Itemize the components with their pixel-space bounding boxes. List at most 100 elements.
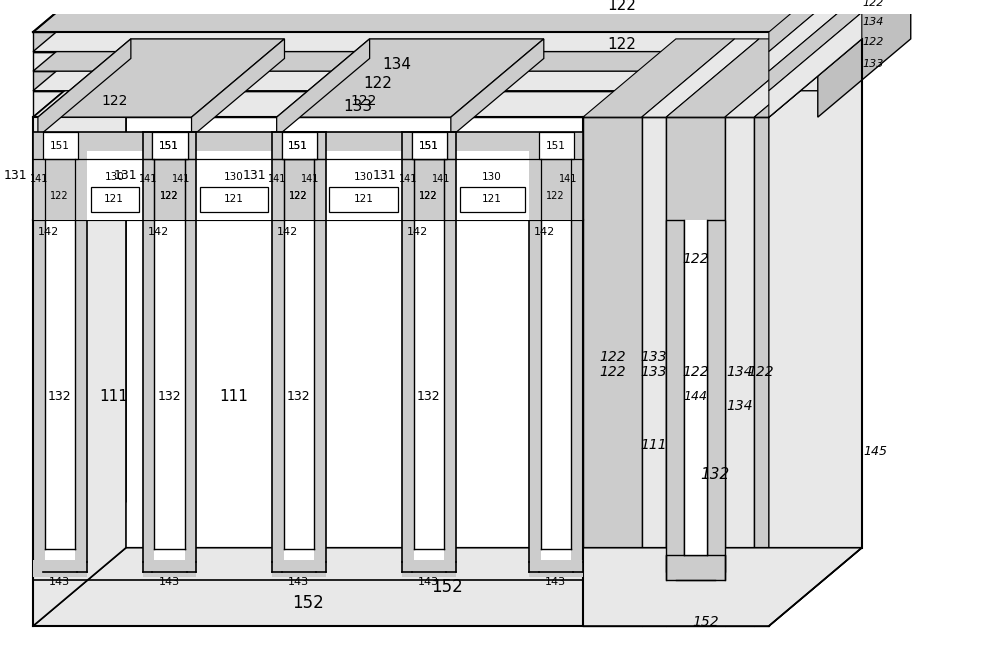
Text: 142: 142 <box>407 226 428 237</box>
Bar <box>154 151 185 220</box>
Text: 143: 143 <box>158 577 180 587</box>
Text: 132: 132 <box>48 390 71 403</box>
Polygon shape <box>33 0 911 71</box>
Text: 134: 134 <box>726 365 753 378</box>
Bar <box>541 220 571 560</box>
Text: 122: 122 <box>546 192 565 202</box>
Text: 122: 122 <box>101 93 127 108</box>
Bar <box>45 151 75 220</box>
Text: 134: 134 <box>383 57 412 72</box>
Bar <box>282 132 317 159</box>
Bar <box>272 560 326 577</box>
Text: 134: 134 <box>726 399 753 413</box>
Text: 122: 122 <box>363 77 392 91</box>
Text: 141: 141 <box>301 174 320 184</box>
Bar <box>412 132 447 159</box>
Text: 142: 142 <box>147 226 169 237</box>
Bar <box>326 151 402 220</box>
Bar <box>143 132 326 220</box>
Text: 151: 151 <box>288 140 308 151</box>
Text: 122: 122 <box>289 192 307 202</box>
Text: 152: 152 <box>292 593 324 612</box>
Bar <box>33 32 818 52</box>
Bar <box>583 117 642 626</box>
Bar <box>282 132 317 159</box>
Text: 122: 122 <box>351 93 377 108</box>
Text: 133: 133 <box>640 350 667 364</box>
Text: 143: 143 <box>545 577 566 587</box>
Bar <box>33 91 818 117</box>
Text: 151: 151 <box>159 140 179 151</box>
Bar <box>143 220 196 572</box>
Bar <box>33 52 818 71</box>
Bar <box>284 151 314 220</box>
Bar <box>684 220 707 554</box>
Polygon shape <box>33 13 911 91</box>
Text: 151: 151 <box>546 140 565 151</box>
Bar <box>725 117 754 626</box>
Text: 141: 141 <box>559 174 577 184</box>
Text: 122: 122 <box>608 37 637 52</box>
Bar <box>402 560 456 577</box>
Text: 122: 122 <box>682 252 709 266</box>
Bar <box>666 220 684 572</box>
Text: 152: 152 <box>431 578 463 596</box>
Bar <box>529 560 583 577</box>
Bar <box>402 132 583 220</box>
Text: 122: 122 <box>608 0 637 13</box>
Bar <box>460 187 525 212</box>
Text: 121: 121 <box>482 194 502 204</box>
Text: 143: 143 <box>288 577 309 587</box>
Text: 130: 130 <box>224 172 243 182</box>
Polygon shape <box>818 0 911 117</box>
Polygon shape <box>38 39 131 136</box>
Text: 134: 134 <box>863 17 884 28</box>
Text: 130: 130 <box>482 172 502 182</box>
Polygon shape <box>33 0 911 52</box>
Bar <box>33 220 583 580</box>
Text: 121: 121 <box>104 194 124 204</box>
Text: 121: 121 <box>224 194 244 204</box>
Text: 151: 151 <box>159 140 179 151</box>
Bar <box>666 554 725 580</box>
Bar <box>529 220 583 572</box>
Text: 142: 142 <box>534 226 555 237</box>
Text: 130: 130 <box>354 172 374 182</box>
Text: 133: 133 <box>640 365 667 378</box>
Text: 151: 151 <box>418 140 438 151</box>
Text: 142: 142 <box>38 226 59 237</box>
Polygon shape <box>33 548 862 626</box>
Bar <box>87 151 143 220</box>
Bar <box>33 132 196 220</box>
Text: 132: 132 <box>286 390 310 403</box>
Text: 111: 111 <box>100 388 129 404</box>
Bar <box>284 151 314 220</box>
Text: 141: 141 <box>172 174 191 184</box>
Text: 152: 152 <box>692 615 719 629</box>
Text: 131: 131 <box>4 169 27 182</box>
Bar <box>33 560 87 577</box>
Text: 131: 131 <box>113 169 137 182</box>
Text: 151: 151 <box>418 140 438 151</box>
Text: 111: 111 <box>219 388 248 404</box>
Text: 122: 122 <box>599 350 626 364</box>
Text: 132: 132 <box>417 390 440 403</box>
Bar <box>43 132 78 159</box>
Polygon shape <box>769 13 862 117</box>
Polygon shape <box>277 39 370 136</box>
Bar <box>143 560 196 577</box>
Bar <box>329 187 398 212</box>
Text: 122: 122 <box>863 0 884 7</box>
Text: 122: 122 <box>160 192 178 202</box>
Bar <box>33 132 583 220</box>
Polygon shape <box>769 0 862 71</box>
Polygon shape <box>769 39 862 626</box>
Polygon shape <box>666 39 818 117</box>
Bar <box>414 220 444 560</box>
Polygon shape <box>451 39 544 136</box>
Text: 122: 122 <box>289 192 307 202</box>
Polygon shape <box>642 39 759 117</box>
Bar <box>754 117 769 626</box>
Text: 144: 144 <box>683 390 707 403</box>
Bar <box>414 151 444 220</box>
